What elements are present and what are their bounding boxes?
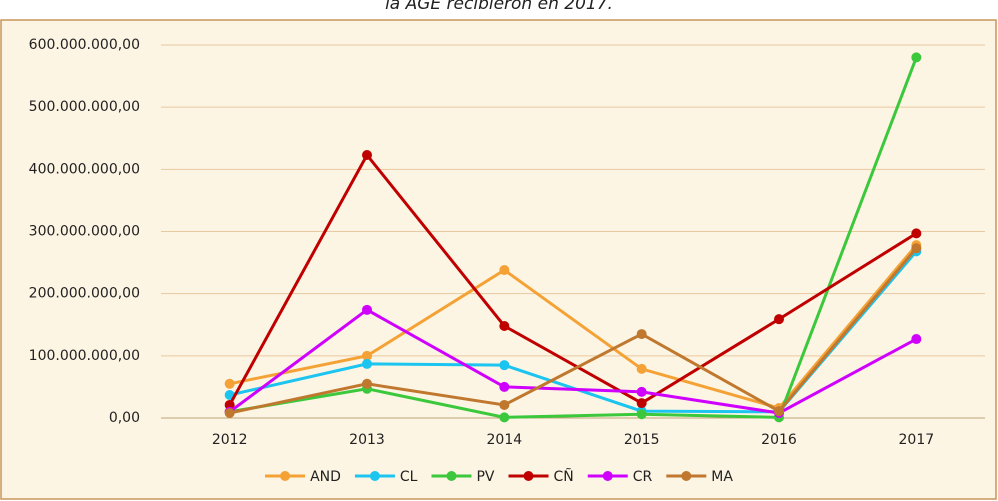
legend-label: PV xyxy=(476,469,494,485)
data-point xyxy=(774,406,784,417)
data-point xyxy=(636,398,647,409)
x-tick-label: 2013 xyxy=(349,432,385,448)
data-point xyxy=(224,378,235,389)
legend-marker xyxy=(681,471,692,481)
legend-marker xyxy=(602,471,613,481)
x-tick-label: 2014 xyxy=(487,432,523,448)
data-point xyxy=(224,399,235,410)
data-point xyxy=(636,329,647,340)
legend-marker xyxy=(369,471,380,481)
data-point xyxy=(362,378,372,389)
data-point xyxy=(499,381,510,392)
legend-marker xyxy=(446,471,457,481)
data-point xyxy=(362,350,372,361)
data-point xyxy=(362,150,372,161)
data-point xyxy=(911,228,922,239)
legend-label: CÑ xyxy=(554,468,574,485)
data-point xyxy=(499,399,510,410)
y-tick-label: 0,00 xyxy=(109,410,140,426)
x-tick-label: 2016 xyxy=(761,432,797,448)
data-point xyxy=(362,358,372,369)
data-point xyxy=(636,386,647,397)
y-tick-label: 500.000.000,00 xyxy=(29,99,140,115)
legend-label: CL xyxy=(400,469,418,485)
y-tick-label: 100.000.000,00 xyxy=(29,348,140,364)
data-point xyxy=(499,412,510,423)
x-tick-label: 2017 xyxy=(899,432,935,448)
series-line xyxy=(229,56,918,419)
legend-label: MA xyxy=(711,469,733,485)
data-point xyxy=(774,314,784,325)
series-line xyxy=(229,247,918,415)
data-point xyxy=(911,334,922,345)
data-point xyxy=(911,52,922,63)
y-tick-label: 600.000.000,00 xyxy=(29,37,140,53)
data-point xyxy=(636,363,647,374)
legend-label: CR xyxy=(633,469,653,485)
y-tick-label: 200.000.000,00 xyxy=(29,286,140,302)
series-line xyxy=(228,152,918,406)
data-point xyxy=(499,360,510,371)
x-tick-label: 2015 xyxy=(624,432,660,448)
data-point xyxy=(224,408,235,419)
legend-label: AND xyxy=(310,469,341,485)
data-point xyxy=(911,243,922,254)
data-point xyxy=(362,304,372,315)
x-tick-label: 2012 xyxy=(212,432,248,448)
series-line xyxy=(229,244,918,410)
data-point xyxy=(499,320,510,331)
data-point xyxy=(499,265,510,276)
data-point xyxy=(636,409,647,420)
y-tick-label: 400.000.000,00 xyxy=(29,161,140,177)
series-line xyxy=(228,308,918,415)
y-tick-label: 300.000.000,00 xyxy=(29,224,140,240)
chart-title: la AGE recibieron en 2017. xyxy=(385,0,613,14)
legend-marker xyxy=(523,471,534,481)
chart-frame xyxy=(0,19,997,500)
legend-marker xyxy=(280,471,291,481)
